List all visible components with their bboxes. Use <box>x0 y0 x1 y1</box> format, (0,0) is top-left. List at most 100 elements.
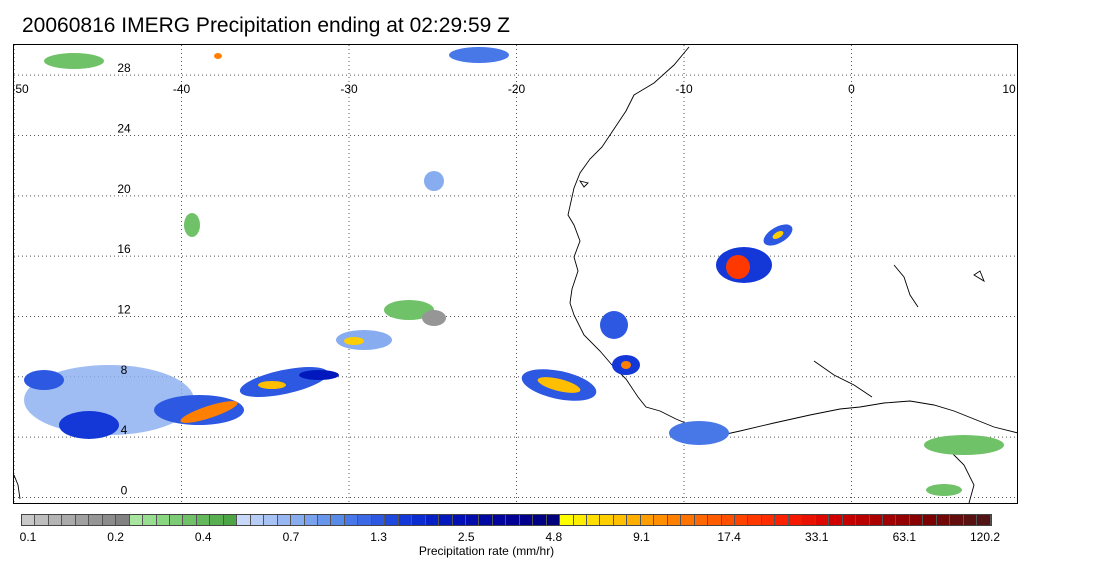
island-outline <box>14 474 21 500</box>
colorbar-swatch <box>909 515 924 525</box>
colorbar-swatch <box>425 515 440 525</box>
colorbar-swatch <box>627 515 641 525</box>
rain-area <box>59 411 119 439</box>
colorbar-swatch <box>735 515 749 525</box>
rain-area <box>924 435 1004 455</box>
precipitation-map: -50 -40 -30 -20 -10 0 10 28 24 20 16 12 8 4 0 <box>13 44 1018 504</box>
colorbar-swatch <box>237 515 251 525</box>
cape-verde-island <box>578 180 589 188</box>
colorbar-swatch <box>560 515 574 525</box>
rain-area <box>424 171 444 191</box>
colorbar-swatch <box>936 515 951 525</box>
latitude-label: 20 <box>117 182 131 196</box>
precipitation-colorbar <box>21 514 992 526</box>
rain-area <box>24 370 64 390</box>
colorbar-swatch <box>264 515 278 525</box>
colorbar-swatch <box>89 515 103 525</box>
latitude-label: 24 <box>117 121 131 135</box>
colorbar-tick-label: 0.2 <box>107 530 124 544</box>
colorbar-swatch <box>398 515 413 525</box>
longitude-label: -20 <box>508 82 526 96</box>
colorbar-tick-label: 17.4 <box>717 530 741 544</box>
rain-area <box>537 377 581 393</box>
island-outline <box>973 270 985 283</box>
rain-area <box>926 484 962 496</box>
colorbar-swatch <box>573 515 588 525</box>
longitude-label: -30 <box>340 82 358 96</box>
colorbar-swatch <box>277 515 292 525</box>
longitude-label: 10 <box>1002 82 1016 96</box>
colorbar-tick-label: 9.1 <box>633 530 650 544</box>
rain-area <box>384 300 434 320</box>
colorbar-swatch <box>761 515 776 525</box>
rain-area <box>44 53 104 69</box>
rain-area <box>772 231 784 239</box>
colorbar-swatch <box>802 515 816 525</box>
colorbar-swatch <box>358 515 372 525</box>
colorbar-swatch <box>439 515 453 525</box>
longitude-labels: -50 -40 -30 -20 -10 0 10 <box>14 82 1016 96</box>
colorbar-swatch <box>883 515 897 525</box>
colorbar-tick-label: 33.1 <box>805 530 829 544</box>
lake-outline <box>893 264 919 308</box>
colorbar-swatch <box>143 515 157 525</box>
latitude-label: 28 <box>117 61 131 75</box>
colorbar-tick-label: 4.8 <box>545 530 563 544</box>
colorbar-swatch <box>304 515 318 525</box>
colorbar-swatch <box>129 515 144 525</box>
colorbar-swatch <box>344 515 359 525</box>
precipitation-field <box>24 47 1004 496</box>
colorbar-swatch <box>640 515 655 525</box>
colorbar-swatch <box>223 515 238 525</box>
graticule <box>14 45 1017 503</box>
colorbar-swatch <box>452 515 466 525</box>
colorbar-swatch <box>183 515 197 525</box>
bight-outline <box>943 444 975 503</box>
coastlines <box>14 46 1017 503</box>
colorbar-swatch <box>977 515 991 525</box>
colorbar-swatch <box>102 515 117 525</box>
colorbar-swatch <box>116 515 130 525</box>
colorbar-swatch <box>492 515 507 525</box>
rain-area <box>214 53 222 59</box>
rain-area <box>344 337 364 345</box>
rain-area <box>621 361 631 369</box>
colorbar-swatch <box>156 515 170 525</box>
rain-area <box>258 381 286 389</box>
colorbar-swatch <box>533 515 547 525</box>
colorbar-swatch <box>748 515 762 525</box>
colorbar-swatch <box>371 515 386 525</box>
colorbar-swatch <box>721 515 736 525</box>
rain-area <box>184 213 200 237</box>
colorbar-swatch <box>667 515 682 525</box>
latitude-label: 12 <box>117 302 131 316</box>
colorbar-swatch <box>506 515 520 525</box>
map-title: 20060816 IMERG Precipitation ending at 0… <box>22 14 510 37</box>
colorbar-tick-label: 120.2 <box>969 530 1001 544</box>
colorbar-tick-label: 2.5 <box>457 530 475 544</box>
latitude-labels: 28 24 20 16 12 8 4 0 <box>117 61 131 497</box>
colorbar-swatch <box>48 515 63 525</box>
colorbar-tick-label: 0.4 <box>194 530 212 544</box>
colorbar-swatch <box>775 515 789 525</box>
colorbar-swatch <box>75 515 90 525</box>
colorbar-swatch <box>169 515 184 525</box>
rain-area <box>336 330 392 350</box>
colorbar-swatch <box>923 515 937 525</box>
colorbar-swatch <box>331 515 345 525</box>
colorbar-swatch <box>963 515 978 525</box>
colorbar-swatch <box>546 515 561 525</box>
rain-area <box>422 310 446 326</box>
colorbar-swatch <box>950 515 964 525</box>
colorbar-swatch <box>479 515 493 525</box>
colorbar-swatch <box>385 515 399 525</box>
colorbar-swatch <box>62 515 76 525</box>
colorbar-swatch <box>35 515 49 525</box>
colorbar-swatch <box>22 515 36 525</box>
colorbar-label: Precipitation rate (mm/hr) <box>418 544 555 558</box>
colorbar-swatch <box>250 515 265 525</box>
colorbar-swatch <box>465 515 480 525</box>
colorbar-swatch <box>694 515 709 525</box>
colorbar-swatch <box>681 515 695 525</box>
colorbar-swatch <box>842 515 857 525</box>
